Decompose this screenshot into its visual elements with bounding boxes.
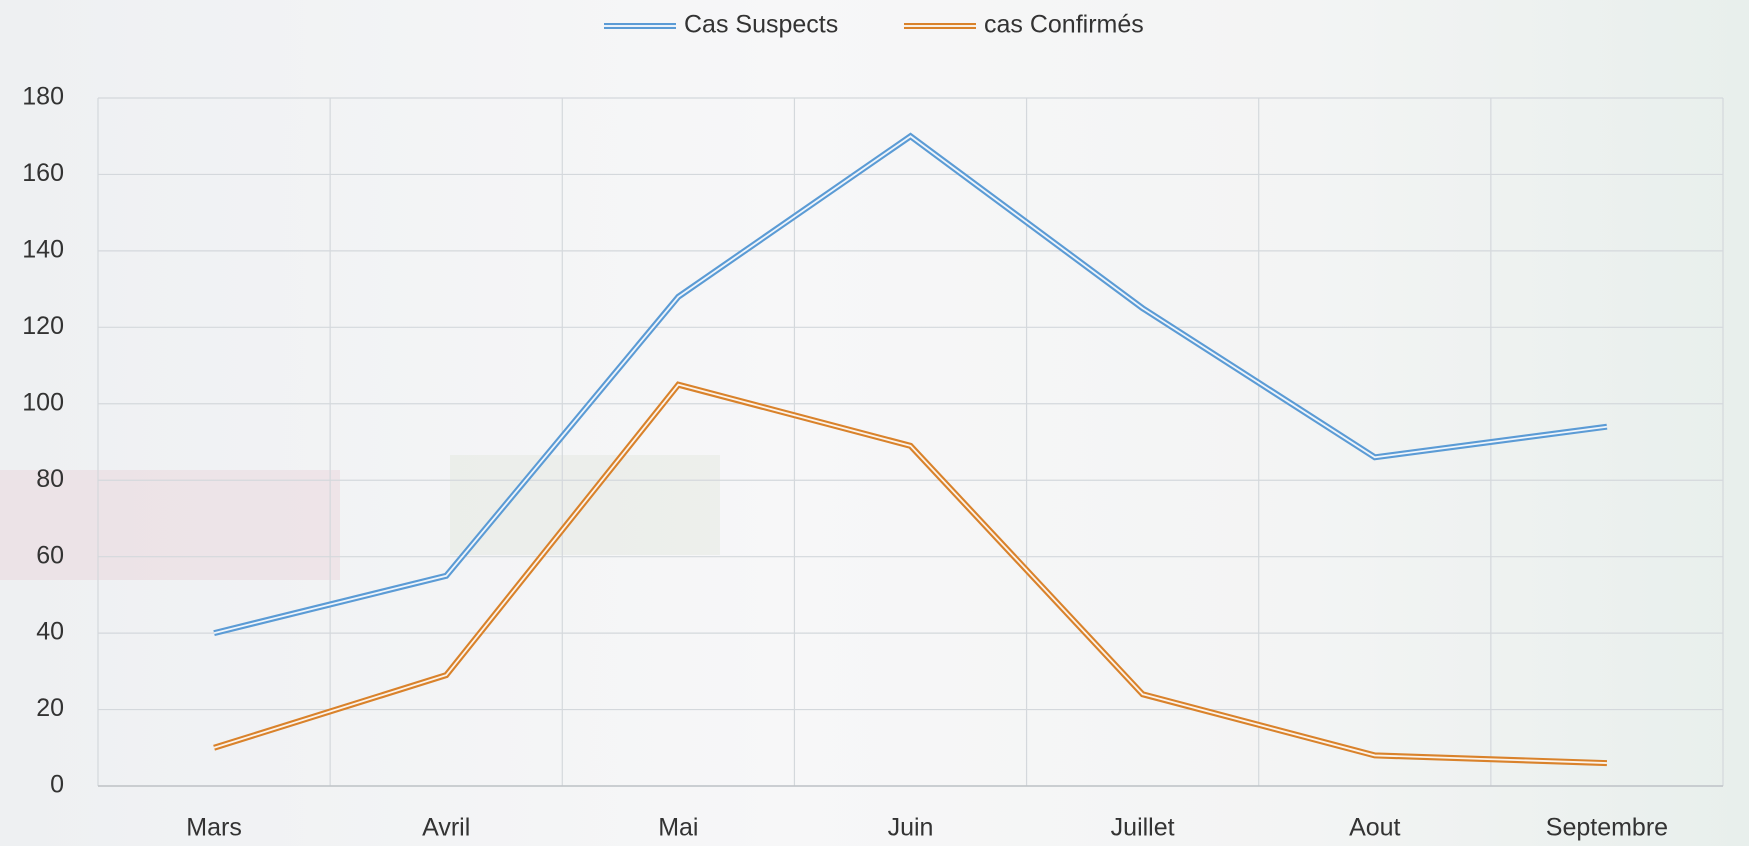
chart: 0 20 40 60 80 100 120 140 160 180 Mars Avril Mai Juin… [0, 0, 1749, 846]
y-tick-label: 0 [50, 771, 64, 799]
legend-label: cas Confirmés [984, 11, 1144, 39]
y-tick-label: 80 [36, 465, 64, 493]
background [0, 0, 1749, 846]
x-tick-label: Avril [422, 814, 470, 842]
x-tick-label: Juillet [1111, 814, 1175, 842]
y-tick-label: 160 [22, 159, 64, 187]
y-tick-label: 40 [36, 618, 64, 646]
page: {"chart_data": {"type": "line", "categor… [0, 0, 1749, 846]
x-tick-label: Septembre [1546, 814, 1668, 842]
x-tick-label: Juin [888, 814, 934, 842]
y-tick-label: 120 [22, 312, 64, 340]
y-tick-label: 140 [22, 235, 64, 263]
legend-label: Cas Suspects [684, 11, 838, 39]
x-tick-label: Mars [186, 814, 242, 842]
y-tick-label: 60 [36, 541, 64, 569]
y-tick-label: 100 [22, 388, 64, 416]
x-tick-label: Mai [658, 814, 698, 842]
x-tick-label: Aout [1349, 814, 1400, 842]
y-tick-label: 20 [36, 694, 64, 722]
y-tick-label: 180 [22, 83, 64, 111]
